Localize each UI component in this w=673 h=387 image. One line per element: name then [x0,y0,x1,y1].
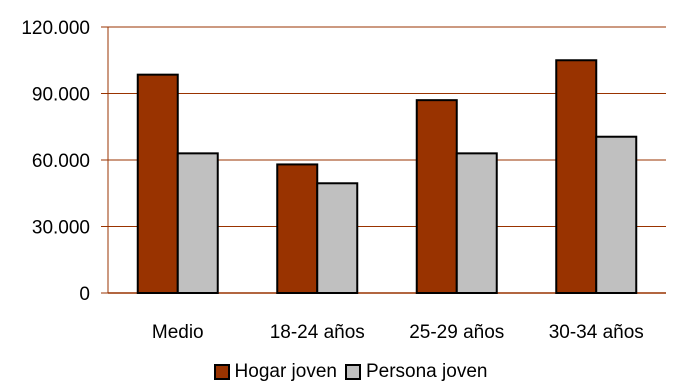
bar-hogar-joven [415,99,458,295]
bar-hogar-joven [276,163,319,294]
bar-persona-joven [176,152,219,294]
bar-hogar-joven [136,73,179,294]
bar-chart: 0 30.000 60.000 90.000 120.000 Medio 18-24 añ… [21,18,666,343]
bars [136,59,638,295]
legend-swatch-persona-joven [344,364,361,380]
legend-item-persona-joven: Persona joven [344,361,488,383]
y-tick-label: 90.000 [32,85,90,106]
x-tick-label: Medio [152,322,204,343]
y-axis: 0 30.000 60.000 90.000 120.000 [21,18,666,305]
y-tick-label: 120.000 [21,18,90,39]
y-tick-label: 0 [79,284,90,305]
legend-swatch-hogar-joven [213,364,230,380]
legend-label-hogar-joven: Hogar joven [234,361,337,382]
x-tick-label: 25-29 años [409,322,504,343]
legend-label-persona-joven: Persona joven [365,361,488,382]
x-tick-label: 30-34 años [549,322,644,343]
x-axis-labels: Medio 18-24 años 25-29 años 30-34 años [152,322,644,343]
bar-hogar-joven [555,59,598,294]
bar-persona-joven [455,152,498,294]
x-tick-label: 18-24 años [270,322,365,343]
bar-persona-joven [595,135,638,294]
legend-item-hogar-joven: Hogar joven [213,361,337,383]
legend: Hogar joven Persona joven [0,357,673,387]
y-tick-label: 60.000 [32,151,90,172]
y-tick-label: 30.000 [32,218,90,239]
bar-persona-joven [316,182,359,294]
